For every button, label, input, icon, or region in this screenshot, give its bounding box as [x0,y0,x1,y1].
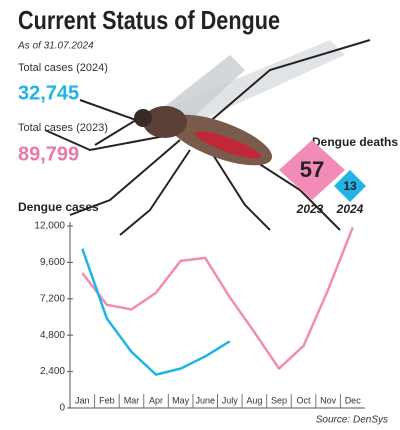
x-tick-label: Sep [271,395,287,405]
x-tick-label: Mar [124,395,140,405]
y-tick-label: 4,800 [40,330,65,341]
diamond-2024 [334,170,366,202]
x-tick-label: Jan [75,395,90,405]
deaths-2023: 57 [300,157,324,182]
y-tick-label: 7,200 [40,293,65,304]
year-2023: 2023 [296,202,324,216]
line-series [81,248,231,376]
deaths-2024: 13 [343,179,357,193]
total-2024: 32,745 [18,82,79,104]
y-tick-label: 2,400 [40,366,65,377]
mosquito-illustration [44,39,371,236]
diamond-2023 [279,140,345,200]
x-tick-label: Nov [320,395,337,405]
line-series [81,227,354,370]
total-2023: 89,799 [18,143,79,165]
x-tick-label: Feb [99,395,115,405]
title: Current Status of Dengue [18,5,280,35]
source: Source: DenSys [316,415,388,426]
x-tick-label: Aug [246,395,262,405]
x-tick-label: Oct [297,395,312,405]
y-tick-label: 0 [59,403,65,414]
x-tick-label: Dec [345,395,362,405]
x-tick-label: July [222,395,239,405]
deaths-label: Dengue deaths [312,135,398,149]
total-2023-label: Total cases (2023) [18,122,108,134]
x-tick-label: May [172,395,190,405]
y-tick-label: 12,000 [34,221,65,232]
y-tick-label: 9,600 [40,257,65,268]
y-axis-label: Dengue cases [18,200,99,214]
x-tick-label: Apr [149,395,163,405]
total-2024-label: Total cases (2024) [18,62,108,74]
subtitle: As of 31.07.2024 [17,41,94,52]
year-2024: 2024 [336,202,364,216]
x-tick-label: June [195,395,215,405]
